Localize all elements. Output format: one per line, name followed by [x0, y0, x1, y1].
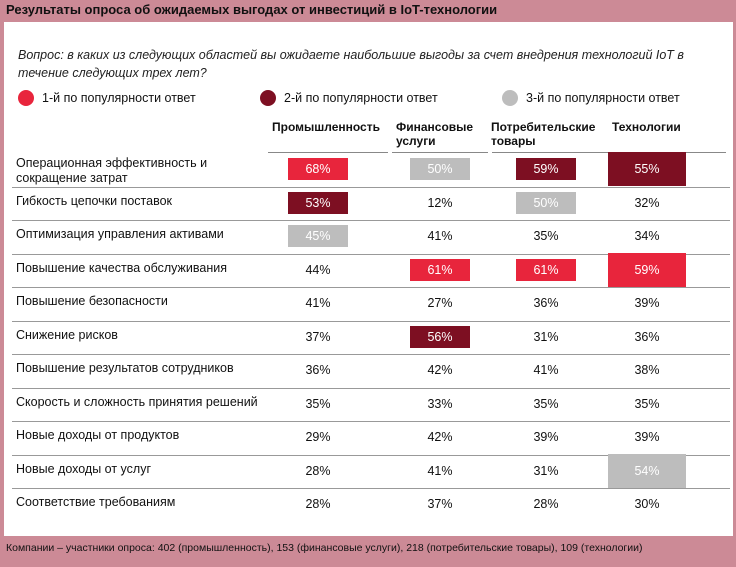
header-rule [392, 152, 488, 153]
table-cell: 56% [410, 325, 470, 348]
row-divider [12, 488, 730, 489]
table-cell: 53% [288, 191, 348, 214]
table-cell: 50% [516, 191, 576, 214]
table-cell: 68% [288, 158, 348, 180]
row-label: Новые доходы от продуктов [16, 428, 180, 442]
table-cell: 54% [608, 453, 686, 488]
table-cell: 28% [533, 497, 559, 511]
row-divider [12, 454, 730, 456]
table-cell: 39% [533, 430, 559, 444]
table-cell: 41% [427, 463, 453, 478]
legend-label-second: 2-й по популярности ответ [284, 91, 438, 105]
row-label: Оптимизация управления активами [16, 227, 224, 241]
legend-dot-third [502, 90, 518, 106]
table-cell: 55% [608, 152, 686, 186]
table-cell: 42% [427, 363, 453, 377]
chart-title: Результаты опроса об ожидаемых выгодах о… [6, 2, 498, 17]
row-label: Соответствие требованиям [16, 495, 176, 509]
legend-label-first: 1-й по популярности ответ [42, 91, 196, 105]
column-header: Технологии [612, 120, 681, 134]
row-label: Повышение качества обслуживания [16, 260, 227, 275]
table-cell: 42% [427, 430, 453, 444]
row-label: Операционная эффективность и сокращение … [16, 156, 208, 185]
legend-item-third: 3-й по популярности ответ [502, 90, 680, 106]
column-header: Финансовые услуги [396, 120, 474, 148]
table-cell: 28% [305, 497, 331, 511]
row-label: Повышение результатов сотрудников [16, 361, 234, 375]
table-cell: 33% [427, 396, 453, 411]
header-rule [492, 152, 608, 153]
table-cell: 50% [410, 158, 470, 180]
legend-item-second: 2-й по популярности ответ [260, 90, 438, 106]
table-cell: 38% [634, 363, 660, 377]
table-cell: 37% [427, 497, 453, 511]
legend-item-first: 1-й по популярности ответ [18, 90, 196, 106]
footer-note: Компании – участники опроса: 402 (промыш… [6, 542, 643, 554]
column-header: Промышленность [272, 120, 380, 134]
table-cell: 35% [634, 396, 660, 411]
row-divider [12, 253, 730, 255]
legend-dot-first [18, 90, 34, 106]
table-cell: 31% [533, 329, 559, 344]
table-cell: 41% [427, 229, 453, 243]
table-cell: 59% [608, 252, 686, 287]
header-rule [268, 152, 388, 153]
table-cell: 28% [305, 463, 331, 478]
table-cell: 36% [305, 363, 331, 377]
table-cell: 31% [533, 463, 559, 478]
row-label: Снижение рисков [16, 327, 118, 342]
table-cell: 44% [305, 262, 331, 277]
table-cell: 36% [634, 329, 660, 344]
row-divider [12, 220, 730, 221]
legend-label-third: 3-й по популярности ответ [526, 91, 680, 105]
table-cell: 61% [410, 258, 470, 281]
table-cell: 41% [305, 296, 331, 310]
table-cell: 35% [305, 396, 331, 411]
row-divider [12, 186, 730, 188]
row-label: Повышение безопасности [16, 294, 168, 308]
row-divider [12, 354, 730, 355]
table-cell: 12% [427, 195, 453, 210]
table-cell: 27% [427, 296, 453, 310]
table-cell: 29% [305, 430, 331, 444]
row-label: Скорость и сложность принятия решений [16, 394, 258, 409]
table-cell: 61% [516, 258, 576, 281]
table-cell: 59% [516, 158, 576, 180]
table-cell: 45% [288, 225, 348, 247]
legend-dot-second [260, 90, 276, 106]
column-header: Потребительские товары [491, 120, 596, 148]
row-divider [12, 387, 730, 389]
table-cell: 35% [533, 229, 559, 243]
table-cell: 34% [634, 229, 660, 243]
survey-question: Вопрос: в каких из следующих областей вы… [18, 48, 684, 80]
survey-panel: Вопрос: в каких из следующих областей вы… [4, 22, 733, 536]
table-cell: 37% [305, 329, 331, 344]
row-divider [12, 421, 730, 422]
row-label: Новые доходы от услуг [16, 461, 152, 476]
table-cell: 32% [634, 195, 660, 210]
row-divider [12, 287, 730, 288]
table-cell: 35% [533, 396, 559, 411]
row-label: Гибкость цепочки поставок [16, 193, 173, 208]
row-divider [12, 320, 730, 322]
table-cell: 30% [634, 497, 660, 511]
table-cell: 36% [533, 296, 559, 310]
table-cell: 41% [533, 363, 559, 377]
table-cell: 39% [634, 430, 660, 444]
table-cell: 39% [634, 296, 660, 310]
